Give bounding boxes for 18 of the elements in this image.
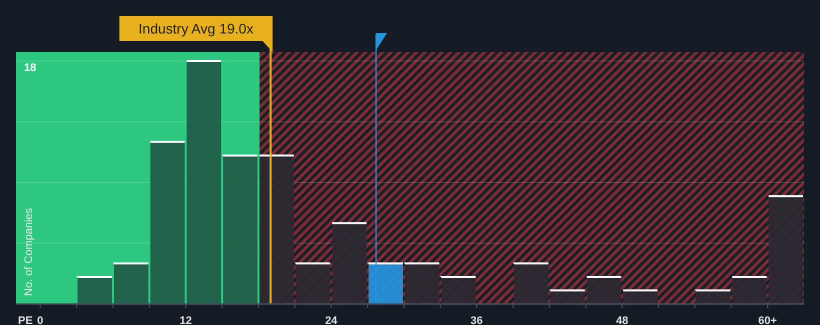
x-tick-label: 12 [180, 315, 192, 325]
x-tick-label: 0 [37, 315, 44, 325]
ref-line-label: Industry Avg 19.0x [138, 20, 254, 36]
x-tick-label: 24 [325, 315, 338, 325]
bar [586, 276, 622, 305]
bar [768, 195, 804, 305]
y-axis-title: No. of Companies [23, 207, 35, 296]
x-tick-label: 60+ [758, 315, 777, 325]
bar [112, 262, 150, 305]
bar [149, 140, 186, 305]
x-tick-label: 48 [616, 315, 628, 325]
bar [694, 289, 732, 305]
bar [76, 276, 113, 305]
bar [622, 289, 659, 305]
bar [731, 276, 768, 305]
x-axis-title: PE [18, 315, 33, 325]
annotation: 18 [24, 62, 36, 74]
x-tick-label: 36 [470, 315, 483, 325]
